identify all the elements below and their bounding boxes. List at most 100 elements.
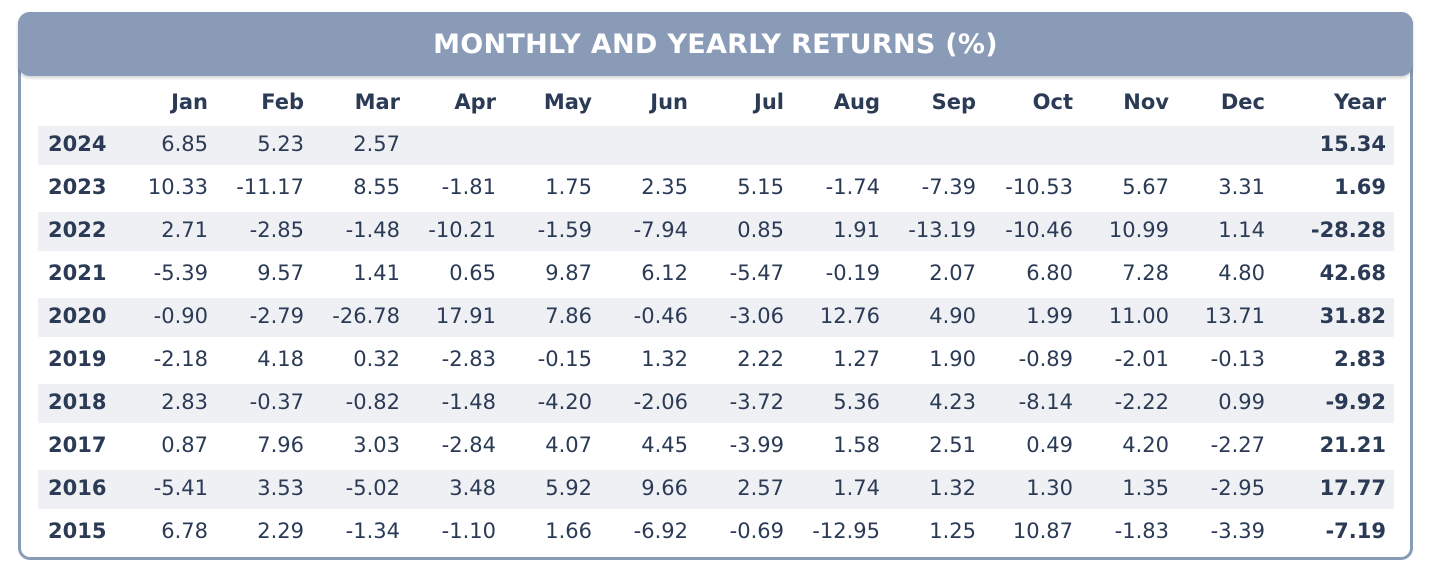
month-return-cell: 6.80 (1026, 261, 1073, 285)
month-return-cell: 11.00 (1108, 304, 1169, 328)
month-return-cell: -0.19 (825, 261, 880, 285)
month-return-cell: -1.48 (345, 218, 400, 242)
month-return-cell: -0.69 (729, 519, 784, 543)
month-return-cell: 1.91 (833, 218, 880, 242)
month-return-cell: -0.13 (1210, 347, 1265, 371)
table-row: 2016 -5.41 3.53 -5.02 3.48 5.92 9.66 2.57 1.74 1.… (38, 470, 1394, 509)
year-label: 2016 (48, 476, 107, 500)
month-return-cell: -5.02 (345, 476, 400, 500)
month-return-cell: 1.90 (929, 347, 976, 371)
month-return-cell: -10.46 (1005, 218, 1073, 242)
year-label: 2015 (48, 519, 107, 543)
month-return-cell: 4.90 (929, 304, 976, 328)
month-return-cell: 0.85 (737, 218, 784, 242)
month-return-cell: -2.95 (1210, 476, 1265, 500)
column-header: Aug (833, 90, 880, 114)
table-row: 2018 2.83 -0.37 -0.82 -1.48 -4.20 -2.06 -3.72 5.… (38, 384, 1394, 423)
month-return-cell: 0.99 (1218, 390, 1265, 414)
month-return-cell: 10.99 (1108, 218, 1169, 242)
month-return-cell: -3.72 (729, 390, 784, 414)
year-label: 2018 (48, 390, 107, 414)
year-label: 2022 (48, 218, 107, 242)
month-return-cell: -2.01 (1114, 347, 1169, 371)
month-return-cell: 4.20 (1122, 433, 1169, 457)
month-return-cell: -5.47 (729, 261, 784, 285)
year-label: 2019 (48, 347, 107, 371)
month-return-cell: 2.83 (161, 390, 208, 414)
month-return-cell: 1.32 (641, 347, 688, 371)
header-row: Jan Feb Mar Apr May Jun Jul Aug Sep Oct Nov Dec Year (38, 84, 1394, 122)
month-return-cell: -26.78 (332, 304, 400, 328)
yearly-return-cell: 21.21 (1319, 433, 1386, 457)
month-return-cell: 1.25 (929, 519, 976, 543)
month-return-cell: 1.14 (1218, 218, 1265, 242)
month-return-cell: -10.53 (1005, 175, 1073, 199)
month-return-cell: -0.37 (249, 390, 304, 414)
month-return-cell: 1.30 (1026, 476, 1073, 500)
month-return-cell: 8.55 (353, 175, 400, 199)
month-return-cell: 4.80 (1218, 261, 1265, 285)
year-label: 2021 (48, 261, 107, 285)
month-return-cell: -3.06 (729, 304, 784, 328)
table-row: 2021 -5.39 9.57 1.41 0.65 9.87 6.12 -5.47 -0.19 2… (38, 255, 1394, 294)
month-return-cell: -13.19 (908, 218, 976, 242)
yearly-return-cell: 17.77 (1319, 476, 1386, 500)
column-header: Jun (650, 90, 688, 114)
month-return-cell: 2.35 (641, 175, 688, 199)
month-return-cell: 12.76 (819, 304, 880, 328)
month-return-cell: -2.85 (249, 218, 304, 242)
year-label: 2024 (48, 132, 107, 156)
year-label: 2023 (48, 175, 107, 199)
month-return-cell: -2.06 (633, 390, 688, 414)
column-header: Dec (1220, 90, 1265, 114)
column-header: Apr (454, 90, 496, 114)
month-return-cell: 0.49 (1026, 433, 1073, 457)
column-header: Nov (1123, 90, 1169, 114)
month-return-cell: -0.46 (633, 304, 688, 328)
month-return-cell: 0.65 (449, 261, 496, 285)
returns-table-card (18, 12, 1413, 560)
column-header: Oct (1032, 90, 1073, 114)
month-return-cell: 4.45 (641, 433, 688, 457)
month-return-cell: -2.27 (1210, 433, 1265, 457)
column-header: Year (1333, 90, 1386, 114)
month-return-cell: 3.53 (257, 476, 304, 500)
month-return-cell: -4.20 (537, 390, 592, 414)
month-return-cell: 1.66 (545, 519, 592, 543)
month-return-cell: 9.87 (545, 261, 592, 285)
month-return-cell: -0.90 (153, 304, 208, 328)
month-return-cell: 9.66 (641, 476, 688, 500)
month-return-cell: -5.39 (153, 261, 208, 285)
month-return-cell: -2.79 (249, 304, 304, 328)
month-return-cell: 5.15 (737, 175, 784, 199)
column-header: Mar (354, 90, 400, 114)
month-return-cell: -8.14 (1018, 390, 1073, 414)
yearly-return-cell: 2.83 (1334, 347, 1386, 371)
month-return-cell: -1.48 (441, 390, 496, 414)
month-return-cell: 0.87 (161, 433, 208, 457)
month-return-cell: 1.58 (833, 433, 880, 457)
table-row: 2022 2.71 -2.85 -1.48 -10.21 -1.59 -7.94 0.85 1.… (38, 212, 1394, 251)
month-return-cell: 5.36 (833, 390, 880, 414)
month-return-cell: 1.99 (1026, 304, 1073, 328)
month-return-cell: -1.74 (825, 175, 880, 199)
month-return-cell: 3.03 (353, 433, 400, 457)
month-return-cell: 5.23 (257, 132, 304, 156)
month-return-cell: 2.57 (353, 132, 400, 156)
month-return-cell: -1.34 (345, 519, 400, 543)
month-return-cell: 1.41 (353, 261, 400, 285)
yearly-return-cell: 42.68 (1319, 261, 1386, 285)
month-return-cell: 1.27 (833, 347, 880, 371)
month-return-cell: -7.39 (921, 175, 976, 199)
month-return-cell: 7.28 (1122, 261, 1169, 285)
column-header: Feb (261, 90, 304, 114)
year-label: 2020 (48, 304, 107, 328)
month-return-cell: 6.12 (641, 261, 688, 285)
month-return-cell: -5.41 (153, 476, 208, 500)
month-return-cell: 10.33 (147, 175, 208, 199)
month-return-cell: 2.07 (929, 261, 976, 285)
month-return-cell: -3.39 (1210, 519, 1265, 543)
month-return-cell: 7.96 (257, 433, 304, 457)
month-return-cell: 2.71 (161, 218, 208, 242)
yearly-return-cell: 1.69 (1334, 175, 1386, 199)
